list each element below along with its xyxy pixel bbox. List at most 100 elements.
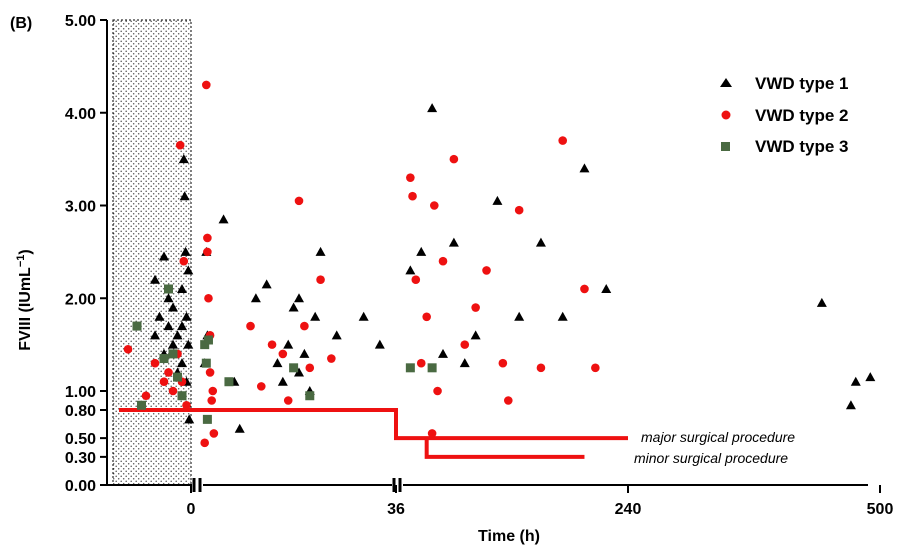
- point-vwd-type2: [305, 363, 315, 373]
- y-axis: 0.00 0.30 0.50 0.80 1.00 2.00 3.00 4.00 5.00: [65, 13, 108, 495]
- point-vwd-type2: [208, 386, 218, 396]
- threshold-line: [424, 438, 585, 459]
- point-vwd-type1: [172, 330, 183, 340]
- point-vwd-type3: [201, 358, 211, 368]
- legend: VWD type 1 VWD type 2 VWD type 3: [720, 74, 849, 156]
- point-vwd-type2: [203, 233, 212, 243]
- point-vwd-type3: [305, 391, 315, 401]
- point-vwd-type1: [234, 423, 245, 433]
- point-vwd-type2: [204, 293, 213, 303]
- point-vwd-type1: [159, 251, 169, 261]
- point-vwd-type2: [498, 358, 508, 368]
- point-vwd-type3: [173, 372, 182, 382]
- point-vwd-type1: [277, 376, 288, 386]
- point-vwd-type2: [514, 205, 524, 215]
- threshold-line: [119, 408, 628, 441]
- point-vwd-type2: [267, 340, 277, 349]
- point-vwd-type3: [177, 391, 187, 401]
- legend-marker-type2: [721, 110, 731, 120]
- point-vwd-type1: [180, 246, 191, 256]
- point-vwd-type1: [299, 348, 310, 358]
- point-vwd-type1: [183, 339, 194, 349]
- point-vwd-type1: [865, 372, 876, 382]
- point-vwd-type2: [209, 429, 219, 438]
- point-vwd-type1: [405, 265, 416, 275]
- legend-label-type2: VWD type 2: [755, 106, 849, 125]
- point-vwd-type1: [358, 311, 369, 321]
- point-vwd-type2: [449, 154, 459, 164]
- point-vwd-type1: [288, 302, 299, 312]
- y-tick-label: 0.00: [65, 478, 96, 495]
- point-vwd-type2: [327, 354, 336, 363]
- threshold-label: major surgical procedure: [641, 429, 795, 445]
- point-vwd-type2: [429, 201, 439, 210]
- y-tick-label: 0.80: [65, 403, 96, 420]
- x-tick-label: 240: [615, 501, 642, 518]
- point-vwd-type2: [427, 429, 437, 438]
- point-vwd-type2: [558, 136, 568, 145]
- x-axis-title: Time (h): [478, 528, 540, 545]
- y-tick-label: 0.50: [65, 431, 96, 448]
- point-vwd-type3: [168, 349, 178, 359]
- point-vwd-type1: [184, 414, 195, 424]
- point-vwd-type3: [203, 335, 213, 345]
- point-vwd-type1: [470, 330, 481, 340]
- x-tick-label: 500: [867, 501, 894, 518]
- point-vwd-type2: [150, 358, 160, 368]
- point-vwd-type3: [164, 284, 173, 294]
- y-tick-label: 3.00: [65, 199, 96, 216]
- point-vwd-type1: [459, 358, 470, 368]
- point-vwd-type1: [261, 279, 272, 289]
- x-axis: 0 36 240 500: [107, 478, 893, 518]
- point-vwd-type2: [294, 196, 304, 206]
- point-vwd-type1: [150, 274, 160, 284]
- point-vwd-type2: [283, 396, 293, 405]
- point-vwd-type2: [123, 344, 133, 354]
- point-vwd-type3: [224, 377, 234, 387]
- point-vwd-type2: [159, 377, 169, 387]
- x-tick-label: 0: [187, 501, 196, 518]
- point-vwd-type1: [374, 339, 385, 349]
- point-vwd-type1: [557, 311, 568, 321]
- point-vwd-type2: [482, 266, 491, 275]
- point-vwd-type2: [503, 396, 513, 405]
- point-vwd-type2: [406, 173, 415, 182]
- point-vwd-type1: [250, 293, 261, 303]
- legend-label-type3: VWD type 3: [755, 137, 849, 156]
- point-vwd-type2: [256, 382, 266, 391]
- point-vwd-type2: [207, 396, 216, 405]
- preop-shaded-region: [112, 19, 192, 486]
- point-vwd-type2: [200, 438, 209, 448]
- point-vwd-type2: [438, 256, 448, 266]
- point-vwd-type2: [416, 358, 426, 368]
- point-vwd-type2: [471, 303, 480, 312]
- point-vwd-type1: [850, 376, 861, 386]
- point-vwd-type1: [183, 265, 194, 275]
- point-vwd-type1: [178, 154, 189, 164]
- y-tick-label: 0.30: [65, 450, 96, 467]
- point-vwd-type2: [168, 386, 178, 396]
- y-tick-label: 5.00: [65, 13, 96, 30]
- y-axis-title: FVIII (IUmL−1): [15, 249, 34, 350]
- point-vwd-type1: [294, 367, 304, 377]
- point-vwd-type1: [535, 237, 546, 247]
- point-vwd-type3: [289, 363, 299, 373]
- legend-marker-type1: [720, 78, 732, 87]
- point-vwd-type3: [202, 414, 212, 424]
- point-vwd-type3: [132, 321, 142, 331]
- point-vwd-type1: [163, 293, 174, 303]
- point-vwd-type3: [159, 354, 169, 364]
- point-vwd-type1: [181, 311, 192, 321]
- point-vwd-type1: [218, 214, 229, 224]
- point-vwd-type1: [427, 103, 438, 113]
- point-vwd-type2: [460, 340, 470, 349]
- point-vwd-type2: [205, 368, 215, 377]
- legend-marker-type3: [721, 142, 730, 151]
- point-vwd-type1: [154, 311, 165, 321]
- point-vwd-type1: [331, 330, 342, 340]
- point-vwd-type1: [845, 400, 856, 410]
- point-vwd-type2: [164, 368, 173, 377]
- point-vwd-type1: [177, 283, 187, 293]
- data-points: [123, 80, 876, 448]
